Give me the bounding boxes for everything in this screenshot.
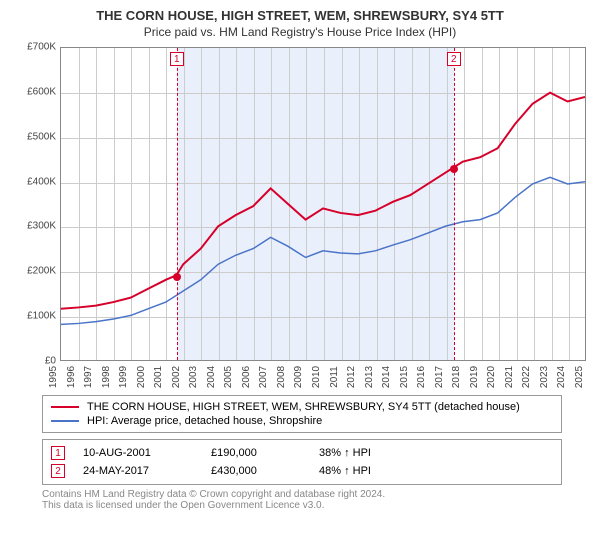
legend-row: THE CORN HOUSE, HIGH STREET, WEM, SHREWS… [51,400,553,414]
marker-label: 1 [170,52,184,66]
marker-vline [454,48,455,360]
plot-area: 12 [60,47,586,361]
legend-box: THE CORN HOUSE, HIGH STREET, WEM, SHREWS… [42,395,562,433]
marker-label: 2 [447,52,461,66]
legend-swatch [51,420,79,422]
marker-dot [173,273,181,281]
y-tick-label: £200K [16,266,56,277]
y-tick-label: £300K [16,221,56,232]
chart-container: THE CORN HOUSE, HIGH STREET, WEM, SHREWS… [0,0,600,560]
chart-area: £0£100K£200K£300K£400K£500K£600K£700K 12… [16,47,586,387]
legend-row: HPI: Average price, detached house, Shro… [51,414,553,428]
y-tick-label: £700K [16,42,56,53]
sales-box: 1 10-AUG-2001 £190,000 38% ↑ HPI 2 24-MAY-201… [42,439,562,485]
sale-price: £190,000 [211,447,301,459]
y-tick-label: £600K [16,86,56,97]
sale-pct: 48% ↑ HPI [319,465,371,477]
footer-line-2: This data is licensed under the Open Gov… [42,500,590,511]
sale-row: 1 10-AUG-2001 £190,000 38% ↑ HPI [51,444,553,462]
series-line [61,93,585,309]
sale-marker: 2 [51,464,65,478]
y-tick-label: £400K [16,176,56,187]
y-tick-label: £100K [16,311,56,322]
chart-title: THE CORN HOUSE, HIGH STREET, WEM, SHREWS… [10,8,590,23]
marker-vline [177,48,178,360]
footer-text: Contains HM Land Registry data © Crown c… [42,489,590,511]
sale-row: 2 24-MAY-2017 £430,000 48% ↑ HPI [51,462,553,480]
line-series-svg [61,48,585,360]
sale-date: 10-AUG-2001 [83,447,193,459]
marker-dot [450,165,458,173]
x-tick-label: 2025 [574,362,598,392]
sale-price: £430,000 [211,465,301,477]
sale-marker: 1 [51,446,65,460]
legend-swatch [51,406,79,408]
chart-subtitle: Price paid vs. HM Land Registry's House … [10,25,590,39]
series-line [61,177,585,324]
footer-line-1: Contains HM Land Registry data © Crown c… [42,489,590,500]
legend-label: HPI: Average price, detached house, Shro… [87,415,322,427]
sale-date: 24-MAY-2017 [83,465,193,477]
sale-pct: 38% ↑ HPI [319,447,371,459]
y-tick-label: £500K [16,131,56,142]
legend-label: THE CORN HOUSE, HIGH STREET, WEM, SHREWS… [87,401,520,413]
